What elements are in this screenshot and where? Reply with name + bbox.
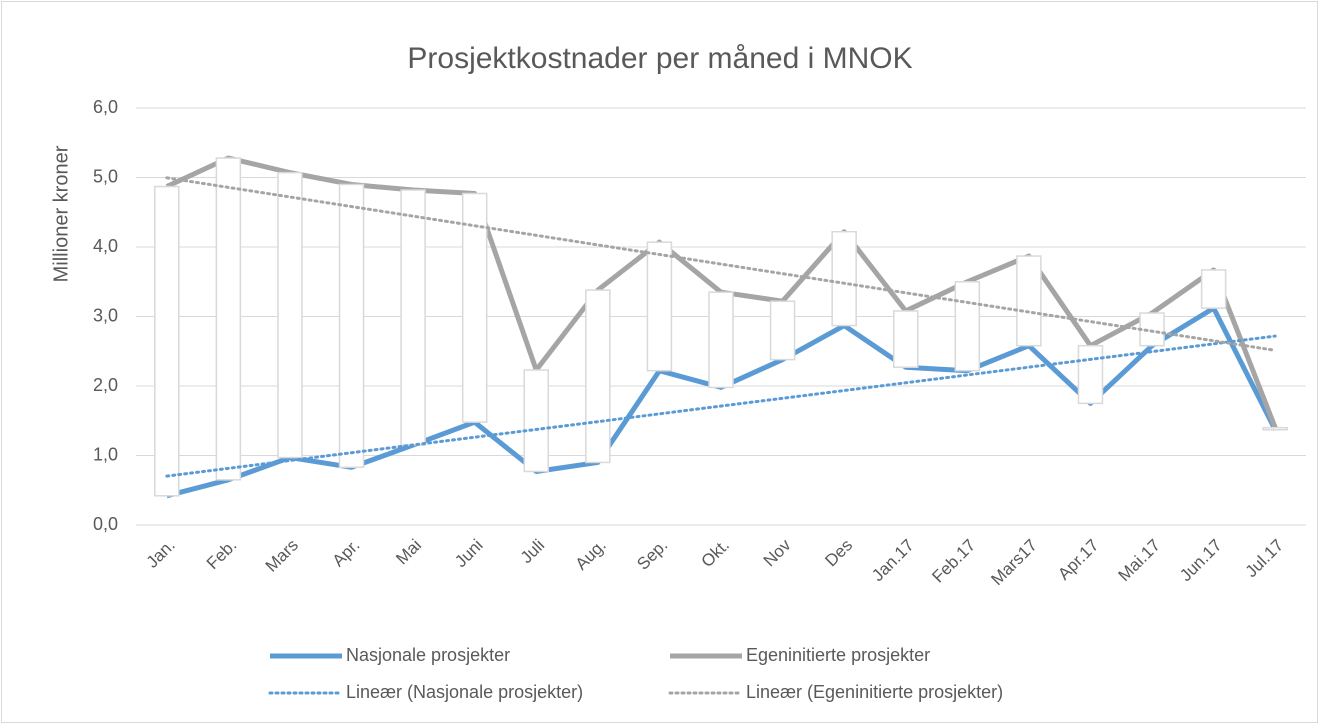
legend-label: Lineær (Nasjonale prosjekter) — [346, 682, 583, 702]
y-tick-label: 1,0 — [93, 444, 118, 464]
up-down-bar — [892, 310, 919, 368]
up-down-bar — [277, 171, 303, 459]
y-axis-title: Millioner kroner — [50, 145, 72, 282]
up-down-bar — [154, 185, 180, 497]
up-down-bar — [1077, 344, 1104, 405]
up-down-bar — [769, 300, 796, 361]
up-down-bar — [708, 291, 734, 389]
chart-title: Prosjektkostnader per måned i MNOK — [407, 42, 912, 75]
legend-label: Lineær (Egeninitierte prosjekter) — [746, 682, 1003, 702]
up-down-bar — [338, 183, 365, 469]
legend-label: Nasjonale prosjekter — [346, 645, 510, 665]
up-down-bar — [1016, 255, 1042, 347]
up-down-bar — [646, 241, 673, 372]
up-down-bar — [954, 281, 981, 372]
up-down-bar — [831, 230, 857, 327]
trendline — [165, 334, 1277, 478]
up-down-bar — [1262, 426, 1288, 431]
up-down-bar — [400, 189, 426, 446]
legend-label: Egeninitierte prosjekter — [746, 645, 930, 665]
up-down-bar — [1139, 312, 1165, 347]
up-down-bar — [461, 192, 488, 423]
y-tick-label: 5,0 — [93, 166, 118, 186]
y-tick-label: 0,0 — [93, 514, 118, 534]
up-down-bar — [585, 289, 611, 464]
up-down-bar — [215, 157, 242, 481]
trendline — [165, 176, 1277, 352]
up-down-bar — [523, 369, 550, 473]
up-down-bar — [1200, 269, 1227, 309]
y-tick-label: 3,0 — [93, 305, 118, 325]
y-tick-label: 2,0 — [93, 375, 118, 395]
y-tick-label: 4,0 — [93, 236, 118, 256]
y-tick-label: 6,0 — [93, 97, 118, 117]
